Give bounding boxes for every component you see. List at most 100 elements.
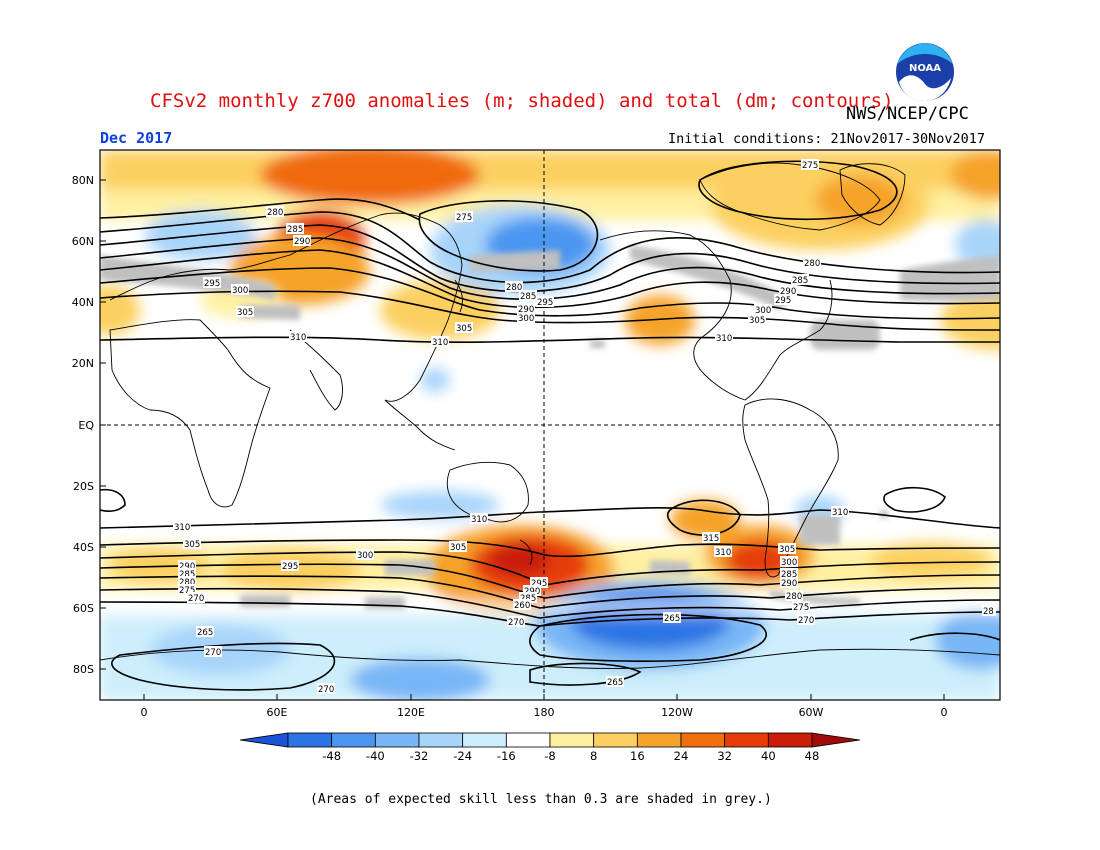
colorbar-box xyxy=(418,732,464,748)
contour-label: 300 xyxy=(357,551,373,561)
contour-label: 280 xyxy=(804,259,820,269)
colorbar-box xyxy=(724,732,769,748)
contour-label: 280 xyxy=(179,578,195,588)
longitude-axis: 0 60E 120E 180 120W 60W 0 xyxy=(141,694,948,719)
contour-label: 270 xyxy=(205,648,221,658)
contour-label: 275 xyxy=(179,586,195,596)
contour-label: 305 xyxy=(456,324,472,334)
colorbar-max-arrow xyxy=(811,732,861,748)
contour-label: 305 xyxy=(450,543,466,553)
contour-label: 280 xyxy=(786,592,802,602)
contour-label: 265 xyxy=(664,614,680,624)
contour-label: 270 xyxy=(508,618,524,628)
colorbar-label: -8 xyxy=(544,749,555,763)
contour-label: 290 xyxy=(781,579,797,589)
colorbar-label: 8 xyxy=(590,749,597,763)
colorbar-box xyxy=(549,732,595,748)
logo-text: NOAA xyxy=(909,63,941,74)
chart-title: CFSv2 monthly z700 anomalies (m; shaded)… xyxy=(150,90,894,112)
lat-label: 80S xyxy=(73,663,94,676)
colorbar-label: -48 xyxy=(322,749,341,763)
contour-label: 280 xyxy=(506,283,522,293)
colorbar-box xyxy=(287,732,333,748)
colorbar-box xyxy=(505,732,551,748)
contour-label: 295 xyxy=(531,579,547,589)
colorbar-label: 48 xyxy=(805,749,820,763)
contour-label: 290 xyxy=(518,305,534,315)
contour-label: 265 xyxy=(607,678,623,688)
colorbar-min-arrow xyxy=(239,732,289,748)
noaa-logo: NOAA xyxy=(893,40,957,104)
colorbar-label: 16 xyxy=(630,749,645,763)
contour-label: 290 xyxy=(294,237,310,247)
contour-label: 300 xyxy=(232,286,248,296)
forecast-month: Dec 2017 xyxy=(100,129,173,147)
agency-label: NWS/NCEP/CPC xyxy=(846,104,969,124)
lon-label: 180 xyxy=(534,706,555,719)
contour-labels: 280 285 290 295 300 305 310 275 280 285 … xyxy=(173,159,996,695)
colorbar-label: -40 xyxy=(366,749,385,763)
contour-label: 275 xyxy=(456,213,472,223)
coastlines xyxy=(100,162,1000,669)
contour-label: 310 xyxy=(290,333,306,343)
lon-label: 60E xyxy=(267,706,288,719)
lat-label: 20S xyxy=(73,480,94,493)
contour-label: 290 xyxy=(780,287,796,297)
contour-label: 295 xyxy=(537,298,553,308)
lon-label: 0 xyxy=(941,706,948,719)
lon-label: 120E xyxy=(397,706,425,719)
lat-label: EQ xyxy=(78,419,94,432)
contour-label: 265 xyxy=(197,628,213,638)
colorbar-box xyxy=(636,732,682,748)
contour-label: 295 xyxy=(204,279,220,289)
lon-label: 0 xyxy=(141,706,148,719)
contour-label: 310 xyxy=(471,515,487,525)
lon-label: 120W xyxy=(661,706,693,719)
contour-label: 300 xyxy=(781,558,797,568)
grid-lines xyxy=(100,150,1000,700)
contour-label: 285 xyxy=(781,570,797,580)
contour-label: 315 xyxy=(703,534,719,544)
contour-label: 310 xyxy=(432,338,448,348)
contour-label: 285 xyxy=(792,276,808,286)
colorbar-label: 32 xyxy=(717,749,732,763)
contour-label: 285 xyxy=(287,225,303,235)
contour-label: 28 xyxy=(983,607,994,617)
lat-label: 60N xyxy=(72,235,94,248)
contour-label: 310 xyxy=(832,508,848,518)
lat-label: 20N xyxy=(72,357,94,370)
colorbar-box xyxy=(462,732,507,748)
contour-label: 300 xyxy=(518,314,534,324)
contour-label: 295 xyxy=(775,296,791,306)
lat-label: 40S xyxy=(73,541,94,554)
colorbar-box xyxy=(331,732,376,748)
skill-note: (Areas of expected skill less than 0.3 a… xyxy=(310,792,772,807)
colorbar-label: 24 xyxy=(674,749,689,763)
colorbar-label: -24 xyxy=(453,749,472,763)
contour-label: 310 xyxy=(715,548,731,558)
colorbar-label: 40 xyxy=(761,749,776,763)
lon-label: 60W xyxy=(799,706,824,719)
contour-label: 270 xyxy=(188,594,204,604)
colorbar-box xyxy=(680,732,726,748)
lat-label: 40N xyxy=(72,296,94,309)
contour-label: 285 xyxy=(520,292,536,302)
colorbar-label: -16 xyxy=(497,749,516,763)
contour-label: 305 xyxy=(779,545,795,555)
colorbar-box xyxy=(767,732,813,748)
contour-label: 275 xyxy=(802,161,818,171)
colorbar-label: -32 xyxy=(410,749,429,763)
contour-label: 305 xyxy=(184,540,200,550)
contour-label: 305 xyxy=(237,308,253,318)
contour-label: 270 xyxy=(318,685,334,695)
contour-label: 285 xyxy=(179,570,195,580)
colorbar: -48 -40 -32 -24 -16 -8 8 16 24 32 40 48 xyxy=(239,732,861,763)
colorbar-box xyxy=(374,732,420,748)
latitude-axis: 80N 60N 40N 20N EQ 20S 40S 60S 80S xyxy=(72,174,106,676)
colorbar-box xyxy=(593,732,638,748)
contour-label: 300 xyxy=(755,306,771,316)
contour-label: 260 xyxy=(514,601,530,611)
lat-label: 80N xyxy=(72,174,94,187)
contour-label: 275 xyxy=(793,603,809,613)
